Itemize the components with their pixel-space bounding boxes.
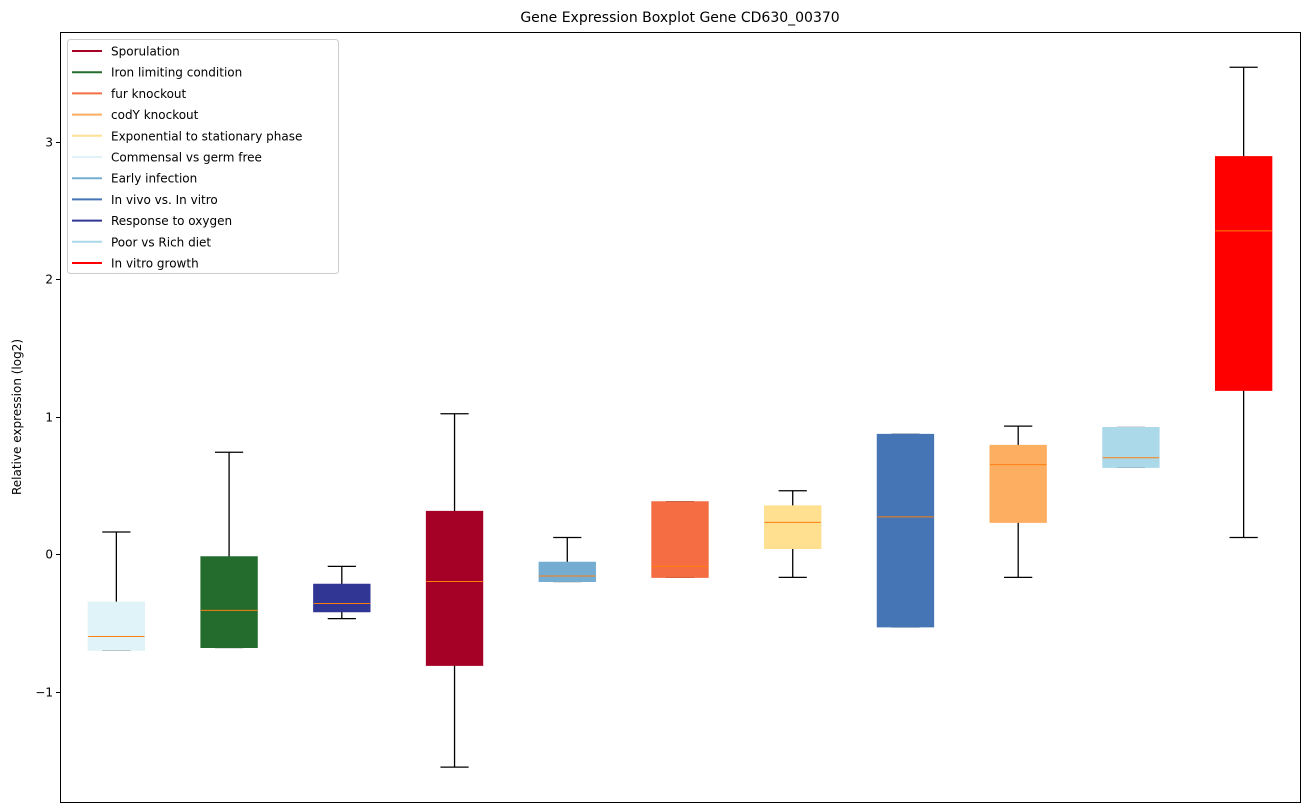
y-tick-label: 3 — [45, 136, 53, 150]
legend-item: Iron limiting condition — [72, 66, 242, 80]
legend-item: codY knockout — [72, 108, 199, 122]
box-body — [764, 505, 822, 549]
box-body — [989, 444, 1047, 523]
y-tick-label: 1 — [45, 411, 53, 425]
legend-item: In vitro growth — [72, 257, 199, 271]
box-2 — [200, 451, 258, 649]
box-body — [87, 601, 146, 651]
box-body — [1102, 427, 1160, 468]
box-11 — [1214, 66, 1273, 539]
box-body — [538, 561, 596, 582]
box-10 — [1102, 426, 1160, 469]
legend-label: Poor vs Rich diet — [111, 235, 211, 249]
legend-item: Exponential to stationary phase — [72, 129, 302, 143]
legend-item: Poor vs Rich diet — [72, 235, 211, 249]
legend-item: Commensal vs germ free — [72, 151, 262, 165]
y-tick-label: 0 — [45, 548, 53, 562]
legend-label: In vitro growth — [111, 257, 199, 271]
box-6 — [651, 501, 709, 579]
legend-label: In vivo vs. In vitro — [111, 193, 218, 207]
legend-label: Exponential to stationary phase — [111, 129, 302, 143]
plot-frame — [60, 32, 1301, 803]
y-tick-label: 2 — [45, 273, 53, 287]
box-body — [200, 556, 258, 648]
legend-label: Response to oxygen — [111, 214, 232, 228]
box-3 — [313, 565, 371, 620]
box-body — [651, 501, 709, 578]
y-axis-label: Relative expression (log2) — [10, 339, 24, 495]
box-body — [876, 433, 935, 628]
box-7 — [764, 490, 822, 579]
box-4 — [425, 413, 484, 768]
legend-item: Sporulation — [72, 45, 180, 59]
box-5 — [538, 536, 596, 583]
legend-item: Response to oxygen — [72, 214, 232, 228]
box-8 — [876, 433, 935, 628]
legend-item: Early infection — [72, 172, 197, 186]
chart-title: Gene Expression Boxplot Gene CD630_00370 — [520, 10, 839, 26]
legend-label: Commensal vs germ free — [111, 151, 262, 165]
legend-item: In vivo vs. In vitro — [72, 193, 218, 207]
legend-frame — [67, 39, 339, 274]
box-1 — [87, 531, 146, 651]
box-body — [425, 510, 484, 666]
y-axis-ticks: −1 0 1 2 3 — [35, 136, 60, 700]
legend-label: Iron limiting condition — [111, 66, 242, 80]
legend-label: Sporulation — [111, 45, 180, 59]
legend-label: fur knockout — [111, 87, 187, 101]
box-body — [1214, 156, 1273, 391]
legend-label: Early infection — [111, 172, 197, 186]
box-9 — [989, 425, 1047, 579]
y-tick-label: −1 — [35, 686, 53, 700]
legend-label: codY knockout — [111, 108, 199, 122]
boxes — [87, 66, 1273, 768]
legend: Sporulation Iron limiting condition fur kn… — [67, 39, 339, 274]
legend-item: fur knockout — [72, 87, 187, 101]
box-body — [313, 583, 371, 613]
